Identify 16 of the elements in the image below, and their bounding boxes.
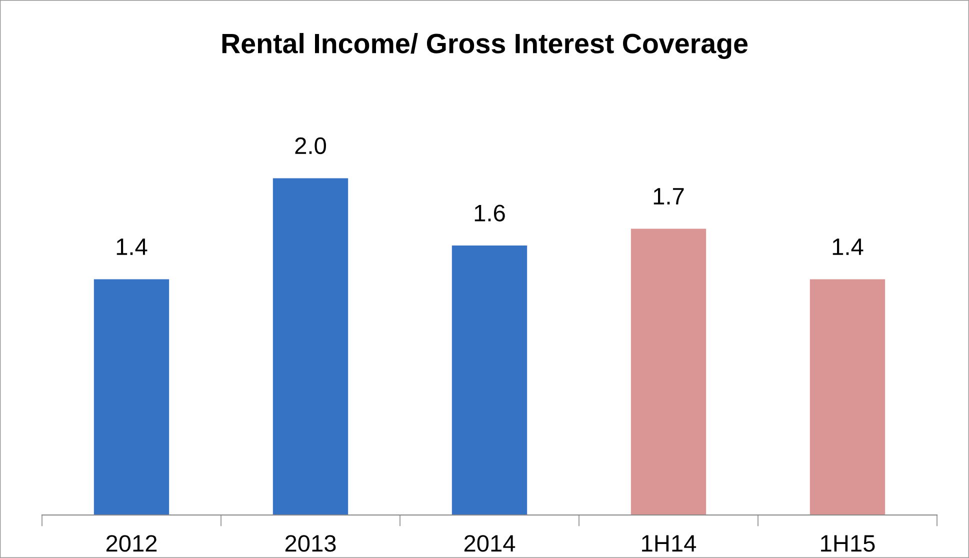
data-label: 1.6 [474, 204, 505, 222]
x-tick-label: 2012 [106, 535, 157, 552]
bar [630, 228, 706, 515]
bar [810, 279, 886, 515]
data-label: 1.7 [654, 188, 684, 204]
chart-title: Rental Income/ Gross Interest Coverage [222, 32, 748, 60]
data-label: 1.4 [116, 238, 148, 255]
x-tick-label: 2013 [285, 535, 336, 552]
x-tick-label: 1H15 [821, 535, 875, 552]
bar [452, 246, 528, 515]
bar [272, 178, 348, 515]
bar [94, 279, 170, 515]
data-label: 2.0 [295, 137, 326, 154]
data-label: 1.4 [832, 238, 864, 255]
x-tick-label: 2014 [464, 535, 516, 552]
x-tick-label: 1H14 [642, 535, 696, 552]
